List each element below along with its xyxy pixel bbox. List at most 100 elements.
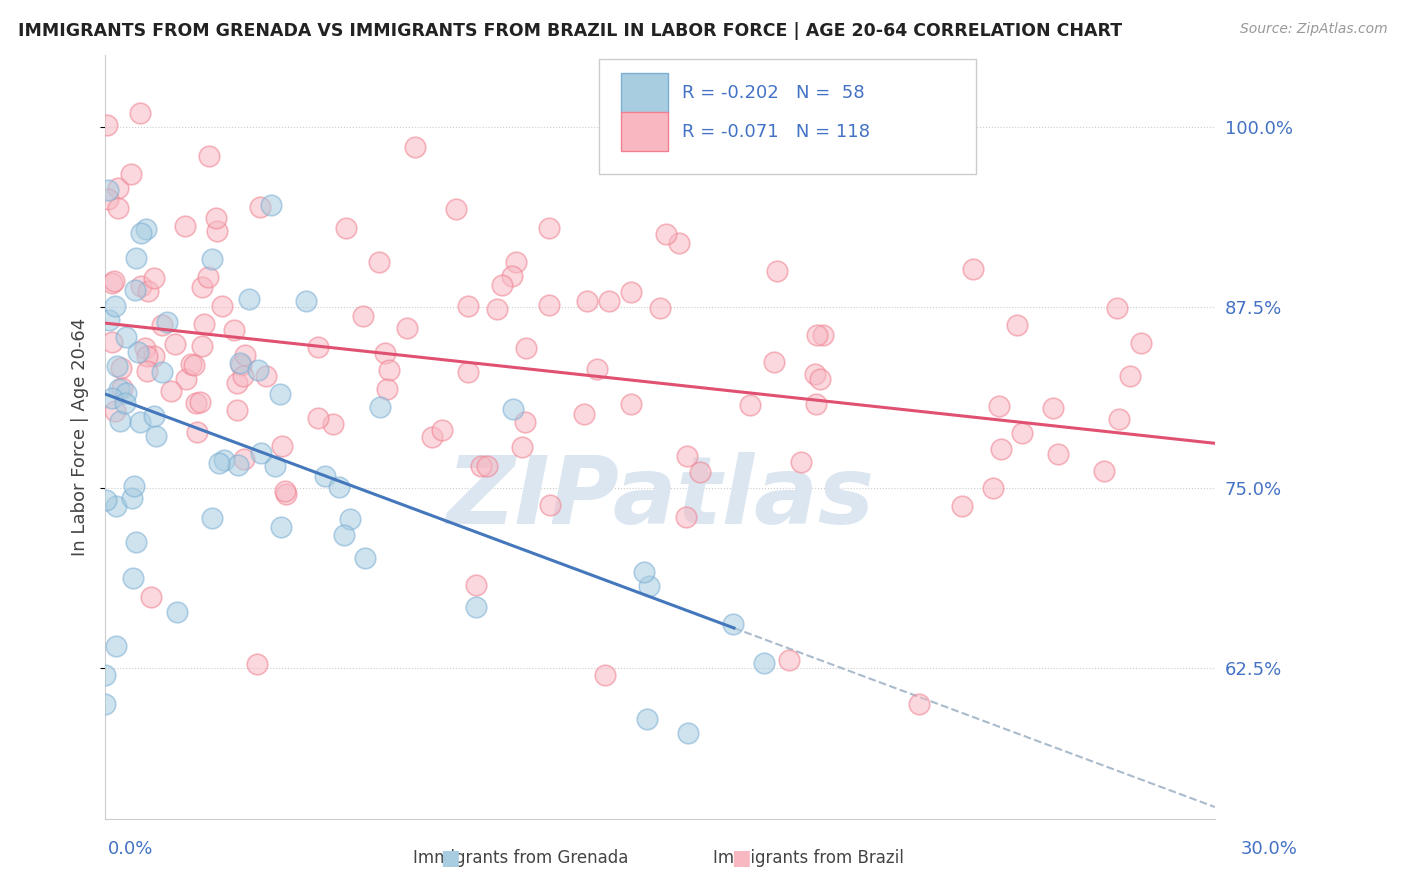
Point (129, 105, 152, 120)
Point (225, 403, 247, 417)
Point (271, 439, 294, 453)
Point (205, 211, 228, 225)
Point (205, 224, 228, 238)
Point (201, 511, 224, 525)
Point (804, 367, 827, 381)
Point (107, 181, 129, 195)
Point (115, 330, 138, 344)
Point (307, 410, 329, 425)
Point (806, 327, 828, 342)
Point (1119, 368, 1142, 383)
Point (586, 361, 609, 376)
Point (328, 481, 350, 495)
Point (135, 222, 157, 236)
Point (276, 487, 298, 501)
Point (765, 264, 787, 278)
Point (513, 415, 536, 429)
Point (510, 441, 533, 455)
Point (250, 446, 273, 460)
Point (125, 251, 148, 265)
Point (457, 365, 479, 379)
Point (430, 423, 453, 437)
Point (987, 399, 1010, 413)
Point (352, 309, 374, 323)
Point (485, 302, 508, 317)
Text: Source: ZipAtlas.com: Source: ZipAtlas.com (1240, 22, 1388, 37)
Point (721, 616, 744, 631)
Point (260, 198, 283, 212)
Point (593, 668, 616, 682)
Point (197, 149, 219, 163)
Point (538, 298, 561, 312)
Point (332, 527, 354, 541)
Point (111, 381, 134, 395)
Point (96, 493, 118, 508)
Point (122, 570, 145, 584)
Point (208, 456, 231, 470)
Point (173, 219, 195, 234)
Point (105, 359, 128, 373)
Point (378, 363, 401, 377)
Point (370, 400, 392, 414)
Point (145, 428, 167, 442)
Text: R = -0.071   N = 118: R = -0.071 N = 118 (682, 122, 870, 141)
Point (121, 491, 143, 506)
Point (150, 365, 173, 379)
Point (191, 339, 214, 353)
Point (135, 364, 157, 378)
Point (633, 565, 655, 579)
Text: Immigrants from Grenada: Immigrants from Grenada (412, 849, 628, 867)
Point (752, 656, 775, 670)
Text: Immigrants from Brazil: Immigrants from Brazil (713, 849, 904, 867)
Point (574, 408, 596, 422)
Point (211, 299, 233, 313)
Point (477, 458, 499, 473)
Point (811, 327, 834, 342)
Point (396, 321, 419, 335)
Point (254, 369, 277, 384)
Point (188, 394, 211, 409)
Point (143, 271, 166, 285)
Point (464, 599, 486, 614)
Point (110, 414, 132, 428)
Point (676, 449, 699, 463)
Point (212, 453, 235, 467)
Point (1092, 464, 1115, 478)
Point (128, 415, 150, 429)
Point (1129, 336, 1152, 351)
Point (183, 358, 205, 372)
Point (108, 382, 131, 396)
Point (470, 458, 492, 473)
Point (156, 315, 179, 329)
Point (908, 697, 931, 711)
Point (1007, 318, 1029, 332)
Point (620, 397, 643, 411)
Point (129, 226, 152, 240)
Point (637, 579, 659, 593)
Point (233, 348, 256, 362)
Point (274, 483, 297, 498)
Point (420, 430, 443, 444)
Point (404, 140, 426, 154)
Point (94, 668, 117, 682)
Point (491, 278, 513, 293)
Point (104, 299, 127, 313)
Point (115, 386, 138, 401)
Point (373, 346, 395, 360)
Point (249, 200, 271, 214)
FancyBboxPatch shape (599, 59, 976, 174)
Point (689, 466, 711, 480)
Point (1011, 425, 1033, 440)
Point (229, 358, 252, 372)
Point (648, 301, 671, 315)
Point (96, 119, 118, 133)
Point (134, 342, 156, 356)
Point (160, 384, 183, 399)
Point (598, 293, 620, 308)
Y-axis label: In Labor Force | Age 20-64: In Labor Force | Age 20-64 (72, 318, 89, 557)
Text: R = -0.202   N =  58: R = -0.202 N = 58 (682, 85, 865, 103)
Point (226, 458, 249, 472)
Point (1107, 301, 1129, 315)
Point (105, 639, 128, 653)
Point (139, 590, 162, 604)
